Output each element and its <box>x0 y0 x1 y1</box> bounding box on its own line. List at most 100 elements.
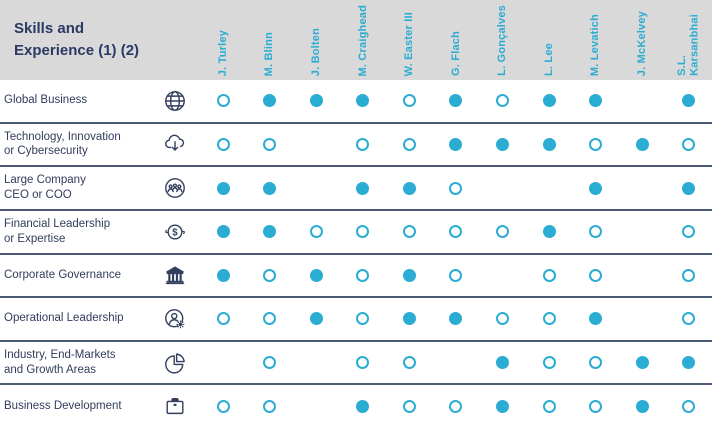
skill-dot-filled <box>542 94 556 108</box>
director-name: J. Turley <box>216 29 229 76</box>
skill-row: Technology, Innovation or Cybersecurity <box>0 124 712 168</box>
matrix-cell <box>386 181 433 195</box>
cloud-download-icon <box>150 131 200 157</box>
skill-dot-filled <box>356 94 370 108</box>
skill-dot-open <box>356 137 370 151</box>
column-header-cell: G. Flach <box>433 0 480 80</box>
matrix-cell <box>200 94 247 108</box>
matrix-cell <box>340 181 387 195</box>
skill-dot-open <box>263 268 277 282</box>
matrix-cell <box>665 268 712 282</box>
matrix-cell <box>293 94 340 108</box>
skill-row: Industry, End-Markets and Growth Areas <box>0 342 712 386</box>
matrix-cell <box>386 399 433 413</box>
skill-dot-filled <box>589 181 603 195</box>
skill-dot-open <box>263 399 277 413</box>
skill-label: Large Company CEO or COO <box>4 174 86 202</box>
skill-dot-filled <box>635 137 649 151</box>
column-header-cell: J. Turley <box>200 0 247 80</box>
matrix-cell <box>247 399 294 413</box>
skill-row: Business Development <box>0 385 712 427</box>
matrix-cell <box>293 312 340 326</box>
skill-dot-open <box>263 356 277 370</box>
matrix-cell <box>526 312 573 326</box>
skill-dot-open <box>449 399 463 413</box>
skill-dot-filled <box>356 399 370 413</box>
matrix-cell <box>572 181 619 195</box>
skill-dot-open <box>589 137 603 151</box>
matrix-cell <box>572 312 619 326</box>
skill-dot-open <box>216 312 230 326</box>
matrix-cell <box>433 94 480 108</box>
skill-dot-open <box>402 137 416 151</box>
skill-dot-open <box>216 137 230 151</box>
skill-dot-filled <box>216 181 230 195</box>
matrix-cell <box>526 137 573 151</box>
skill-dot-open <box>216 399 230 413</box>
matrix-cell <box>247 312 294 326</box>
matrix-cell <box>479 312 526 326</box>
matrix-cell <box>386 94 433 108</box>
matrix-cell <box>247 94 294 108</box>
skill-dot-open <box>263 312 277 326</box>
director-name: M. Levatich <box>589 13 602 76</box>
skill-dot-open <box>449 268 463 282</box>
matrix-cell <box>386 312 433 326</box>
skill-dot-filled <box>309 268 323 282</box>
skill-dot-open <box>356 225 370 239</box>
column-header-cell: J. Bolten <box>293 0 340 80</box>
skill-dot-open <box>496 312 510 326</box>
matrix-cell <box>340 399 387 413</box>
matrix-cell <box>200 268 247 282</box>
matrix-cell <box>665 356 712 370</box>
skill-dot-filled <box>263 94 277 108</box>
skill-dot-open <box>402 225 416 239</box>
team-globe-icon <box>150 175 200 201</box>
matrix-cell <box>665 181 712 195</box>
matrix-body: Global Business Technology, Innovation or… <box>0 80 712 427</box>
matrix-cell <box>572 137 619 151</box>
column-header-cell: L. Gonçalves <box>479 0 526 80</box>
skill-dot-filled <box>682 181 696 195</box>
skill-dot-filled <box>263 225 277 239</box>
matrix-cell <box>340 312 387 326</box>
skill-row: Corporate Governance <box>0 255 712 299</box>
skill-dot-open <box>542 268 556 282</box>
matrix-cell <box>479 356 526 370</box>
director-name: M. Craighead <box>356 4 369 76</box>
skill-dot-open <box>356 356 370 370</box>
matrix-cell <box>665 312 712 326</box>
matrix-cell <box>386 268 433 282</box>
skill-dot-filled <box>356 181 370 195</box>
matrix-cell <box>572 268 619 282</box>
column-header-cell: J. McKelvey <box>619 0 666 80</box>
matrix-cell <box>247 137 294 151</box>
skill-dot-filled <box>635 399 649 413</box>
skill-dot-open <box>682 137 696 151</box>
skill-dot-filled <box>402 268 416 282</box>
skill-row: Financial Leadership or Expertise $ <box>0 211 712 255</box>
skill-dot-open <box>682 312 696 326</box>
matrix-cell <box>433 137 480 151</box>
matrix-cell <box>200 312 247 326</box>
matrix-cell <box>619 356 666 370</box>
matrix-cell <box>526 399 573 413</box>
matrix-cell <box>433 225 480 239</box>
matrix-cell <box>433 181 480 195</box>
skill-dot-open <box>542 312 556 326</box>
matrix-cell <box>526 356 573 370</box>
skill-dot-open <box>449 181 463 195</box>
matrix-cell <box>386 137 433 151</box>
matrix-cell <box>433 312 480 326</box>
skill-label: Business Development <box>4 399 122 412</box>
column-header-cell: L. Lee <box>526 0 573 80</box>
director-name: G. Flach <box>449 31 462 76</box>
dollar-cycle-icon: $ <box>150 219 200 245</box>
column-header-cell: M. Levatich <box>572 0 619 80</box>
matrix-cell <box>665 225 712 239</box>
skill-label: Global Business <box>4 94 88 107</box>
skill-dot-open <box>356 312 370 326</box>
skill-dot-open <box>263 137 277 151</box>
skill-dot-filled <box>216 225 230 239</box>
